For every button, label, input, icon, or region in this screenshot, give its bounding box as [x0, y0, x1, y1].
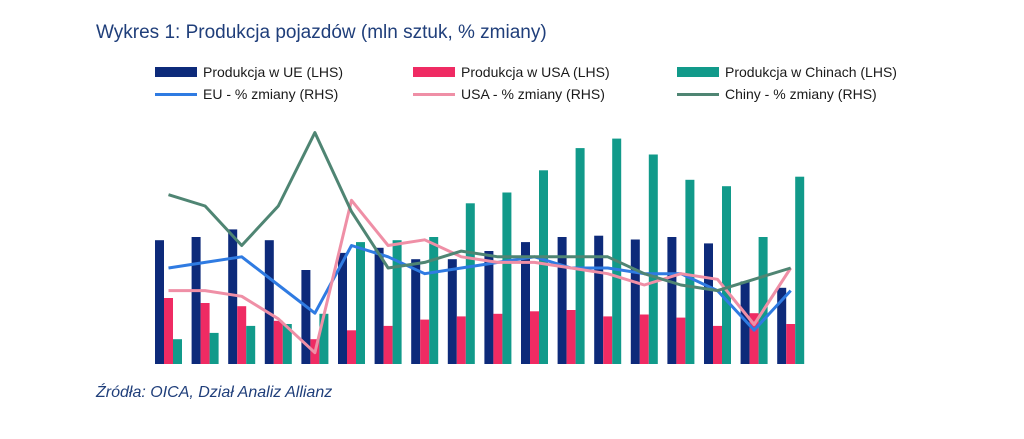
- bar-series-3-point-10: [502, 192, 512, 364]
- bar-series-3-point-8: [429, 237, 439, 364]
- legend-item-ue-production: Produkcja w UE (LHS): [155, 63, 343, 81]
- bar-series-1-point-8: [411, 259, 421, 364]
- legend-label-china-production: Produkcja w Chinach (LHS): [725, 64, 897, 80]
- line-series-1: [168, 244, 792, 332]
- bar-series-1-point-5: [301, 270, 311, 364]
- chart-legend: Produkcja w UE (LHS) Produkcja w USA (LH…: [0, 0, 1024, 110]
- bar-series-1-point-14: [630, 239, 640, 364]
- bar-series-2-point-8: [420, 319, 430, 364]
- bar-series-1-point-16: [704, 243, 713, 364]
- bar-series-3-point-17: [758, 237, 768, 364]
- bar-series-1-point-17: [740, 281, 750, 364]
- bar-series-1-point-3: [228, 229, 238, 364]
- bar-series-2-point-6: [347, 330, 356, 364]
- legend-swatch-eu-change: [155, 92, 197, 96]
- bar-series-3-point-11: [539, 170, 548, 364]
- bar-series-1-point-15: [667, 237, 677, 364]
- legend-item-usa-production: Produkcja w USA (LHS): [413, 63, 610, 81]
- legend-item-usa-change: USA - % zmiany (RHS): [413, 85, 605, 103]
- bar-series-1-point-18: [777, 287, 787, 364]
- legend-item-china-production: Produkcja w Chinach (LHS): [677, 63, 897, 81]
- legend-label-china-change: Chiny - % zmiany (RHS): [725, 86, 877, 102]
- bar-series-3-point-15: [685, 179, 695, 364]
- source-note: Źródła: OICA, Dział Analiz Allianz: [96, 384, 333, 401]
- bar-series-3-point-3: [246, 325, 256, 364]
- bar-series-2-point-2: [200, 303, 210, 364]
- bar-series-2-point-15: [676, 317, 686, 364]
- legend-swatch-usa-production: [413, 67, 455, 77]
- legend-item-eu-change: EU - % zmiany (RHS): [155, 85, 338, 103]
- bar-series-3-point-2: [209, 332, 219, 364]
- bar-series-3-point-9: [465, 203, 475, 364]
- bar-series-2-point-11: [530, 311, 539, 364]
- bar-series-1-point-1: [155, 240, 164, 364]
- legend-swatch-china-production: [677, 67, 719, 77]
- legend-swatch-ue-production: [155, 67, 197, 77]
- line-series-2: [168, 198, 792, 355]
- legend-label-usa-production: Produkcja w USA (LHS): [461, 64, 610, 80]
- bar-series-1-point-2: [191, 237, 201, 364]
- bar-series-1-point-13: [594, 235, 604, 364]
- bar-series-2-point-16: [713, 325, 722, 364]
- bar-series-3-point-14: [648, 154, 658, 364]
- bar-series-2-point-7: [383, 325, 393, 364]
- legend-item-china-change: Chiny - % zmiany (RHS): [677, 85, 877, 103]
- bar-series-2-point-9: [456, 316, 466, 364]
- bar-series-1-point-12: [557, 237, 567, 364]
- bar-series-1-point-11: [521, 242, 530, 364]
- legend-swatch-usa-change: [413, 92, 455, 96]
- bar-series-1-point-9: [447, 259, 457, 364]
- legend-swatch-china-change: [677, 92, 719, 96]
- bar-series-3-point-4: [282, 324, 292, 364]
- bar-series-1-point-10: [484, 251, 494, 364]
- bar-series-2-point-1: [164, 298, 173, 364]
- bar-series-3-point-1: [173, 339, 182, 364]
- bar-series-1-point-4: [264, 240, 274, 364]
- bar-series-1-point-7: [374, 247, 384, 364]
- legend-label-usa-change: USA - % zmiany (RHS): [461, 86, 605, 102]
- bar-series-3-point-7: [392, 240, 402, 364]
- bar-series-3-point-13: [612, 138, 622, 364]
- chart-title: Wykres 1: Produkcja pojazdów (mln sztuk,…: [96, 22, 547, 43]
- bar-series-2-point-10: [493, 313, 503, 364]
- bar-series-2-point-4: [273, 320, 283, 364]
- bar-series-2-point-17: [749, 313, 759, 364]
- legend-label-eu-change: EU - % zmiany (RHS): [203, 86, 339, 102]
- bar-series-3-point-6: [356, 242, 365, 364]
- bar-series-2-point-14: [639, 314, 649, 364]
- bar-series-2-point-13: [603, 316, 613, 364]
- bar-series-3-point-16: [722, 186, 731, 364]
- bar-series-2-point-18: [786, 324, 796, 364]
- legend-label-ue-production: Produkcja w UE (LHS): [203, 64, 344, 80]
- bar-series-1-point-6: [338, 252, 347, 364]
- bar-series-3-point-5: [319, 313, 329, 364]
- bar-series-2-point-3: [237, 306, 247, 364]
- bar-series-3-point-18: [795, 176, 805, 364]
- line-series-3: [168, 131, 792, 293]
- bar-series-2-point-12: [566, 310, 576, 364]
